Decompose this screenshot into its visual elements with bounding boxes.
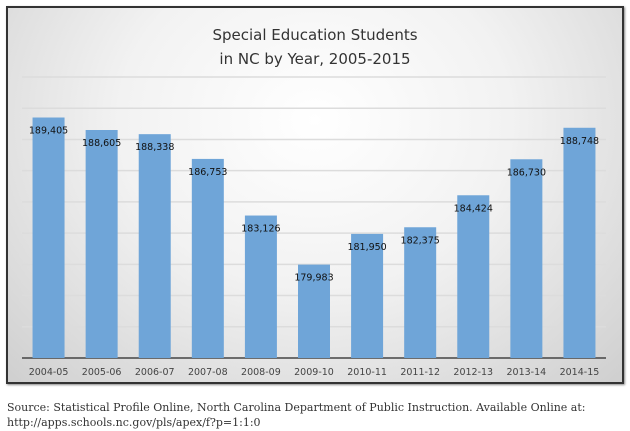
bar <box>563 127 596 358</box>
x-tick-label: 2004-05 <box>29 367 69 378</box>
x-tick-label: 2012-13 <box>453 367 493 378</box>
x-tick-label: 2010-11 <box>347 367 387 378</box>
data-label: 186,730 <box>507 167 546 178</box>
x-tick-label: 2005-06 <box>82 367 122 378</box>
bar-chart: Special Education Students in NC by Year… <box>22 26 606 378</box>
source-line-2: http://apps.schools.nc.gov/pls/apex/f?p=… <box>7 416 261 429</box>
source-line-1: Source: Statistical Profile Online, Nort… <box>7 401 586 414</box>
data-label: 188,338 <box>135 142 174 153</box>
bar <box>404 227 437 358</box>
x-tick-label: 2006-07 <box>135 367 175 378</box>
chart-title-line-2: in NC by Year, 2005-2015 <box>219 50 410 68</box>
data-label: 188,748 <box>560 136 599 147</box>
bar <box>32 117 65 358</box>
bar <box>85 129 118 358</box>
data-label: 182,375 <box>401 235 440 246</box>
chart-title-line-1: Special Education Students <box>212 26 417 44</box>
bar <box>510 159 543 358</box>
data-label: 179,983 <box>294 273 333 284</box>
bar <box>138 134 171 358</box>
x-tick-label: 2013-14 <box>507 367 547 378</box>
data-label: 183,126 <box>241 224 280 235</box>
data-label: 186,753 <box>188 167 227 178</box>
data-label: 189,405 <box>29 126 68 137</box>
bar <box>457 195 490 358</box>
data-label: 184,424 <box>454 203 493 214</box>
x-tick-label: 2008-09 <box>241 367 281 378</box>
x-tick-label: 2007-08 <box>188 367 228 378</box>
x-tick-label: 2011-12 <box>400 367 440 378</box>
bar <box>244 215 277 358</box>
bar <box>298 264 330 358</box>
data-label: 181,950 <box>347 242 386 253</box>
bar <box>191 158 224 358</box>
bar <box>351 233 384 358</box>
source-note: Source: Statistical Profile Online, Nort… <box>7 400 586 430</box>
data-label: 188,605 <box>82 138 121 149</box>
x-tick-label: 2014-15 <box>560 367 600 378</box>
x-tick-label: 2009-10 <box>294 367 334 378</box>
chart-frame: Special Education Students in NC by Year… <box>6 6 624 384</box>
